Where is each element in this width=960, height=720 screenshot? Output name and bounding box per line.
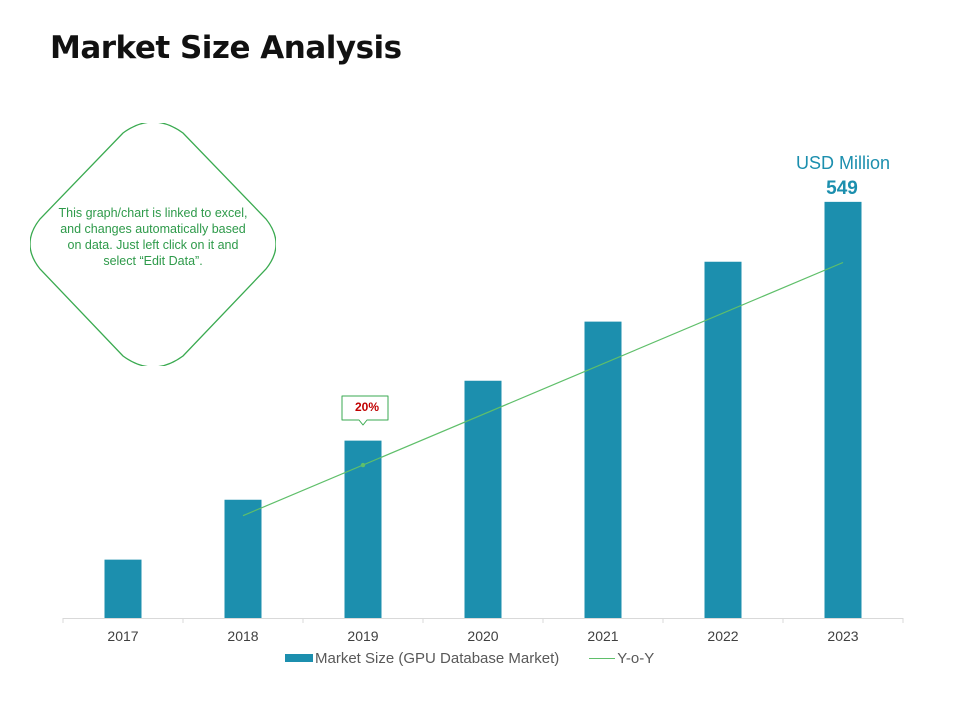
callout-label: 20% bbox=[354, 400, 380, 414]
legend-bar-swatch bbox=[285, 654, 313, 662]
yoy-line bbox=[242, 261, 844, 517]
bar-2017 bbox=[104, 559, 142, 618]
bar-2023 bbox=[824, 201, 862, 618]
x-tick-label: 2017 bbox=[107, 628, 138, 644]
bar-2021 bbox=[584, 321, 622, 618]
page-title: Market Size Analysis bbox=[50, 30, 402, 66]
x-tick-label: 2023 bbox=[827, 628, 858, 644]
x-tick-label: 2021 bbox=[587, 628, 618, 644]
legend-bar-label: Market Size (GPU Database Market) bbox=[315, 649, 560, 667]
unit-label: USD Million bbox=[795, 153, 891, 173]
note-diamond-shape bbox=[30, 123, 276, 366]
bar-2018 bbox=[224, 499, 262, 618]
legend: Market Size (GPU Database Market) Y-o-Y bbox=[285, 649, 654, 667]
bar-2020 bbox=[464, 380, 502, 618]
bar-2022 bbox=[704, 261, 742, 618]
last-value-label: 549 bbox=[826, 178, 858, 199]
x-tick-label: 2018 bbox=[227, 628, 258, 644]
x-tick-label: 2022 bbox=[707, 628, 738, 644]
legend-line-label: Y-o-Y bbox=[617, 649, 655, 667]
x-tick-label: 2020 bbox=[467, 628, 498, 644]
yoy-marker bbox=[360, 462, 366, 468]
x-tick-label: 2019 bbox=[347, 628, 378, 644]
note-text: This graph/chart is linked to excel, and… bbox=[58, 206, 248, 268]
callout-bubble bbox=[341, 395, 389, 426]
legend-line-swatch bbox=[589, 657, 616, 659]
